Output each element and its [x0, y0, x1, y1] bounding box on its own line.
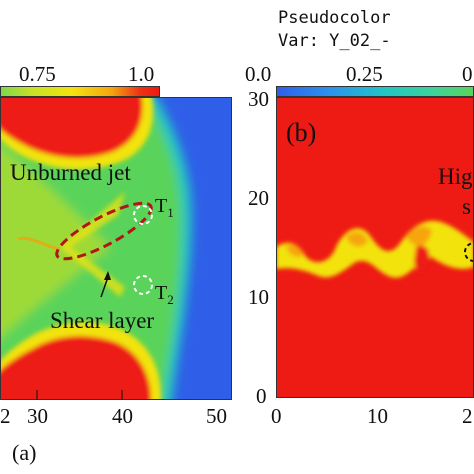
panel-a-xtick-40: 40 [112, 404, 133, 428]
colorbar-right-tick-00: 0.0 [245, 62, 272, 86]
panel-b-xtick-10: 10 [367, 404, 388, 428]
panel-b-ytick-10: 10 [248, 285, 269, 309]
plot-type-label: Pseudocolor [278, 8, 391, 28]
panel-b-ytick-0: 0 [256, 384, 267, 408]
t1-sub: 1 [167, 205, 174, 220]
t2-main: T [155, 282, 168, 304]
t1-label: T1 [155, 195, 174, 221]
colorbar-left-tick-075: 0.75 [19, 62, 56, 86]
panel-b-ytick-30: 30 [248, 87, 269, 111]
panel-b-annotation-line2: s [462, 194, 471, 219]
panel-b-xtick-partial: 2 [462, 404, 473, 428]
panel-b-annotation-line1: Hig [438, 164, 473, 189]
probe-t2-circle [133, 275, 153, 295]
panel-a-contour-plot [0, 97, 232, 400]
colorbar-right [276, 86, 474, 97]
unburned-jet-label: Unburned jet [10, 160, 131, 185]
panel-b-label: (b) [286, 118, 317, 147]
panel-b-contour-plot [276, 97, 474, 398]
unburned-jet-outline [55, 201, 153, 261]
probe-t1-circle [133, 205, 153, 225]
colorbar-left [0, 86, 160, 97]
shear-layer-label: Shear layer [50, 308, 155, 333]
panel-b-ytick-20: 20 [248, 186, 269, 210]
colorbar-left-tick-10: 1.0 [128, 62, 155, 86]
panel-a-xtick-partial: 2 [0, 404, 11, 428]
panel-a-xtick-50: 50 [206, 404, 227, 428]
panel-a-xtick-30: 30 [27, 404, 48, 428]
colorbar-right-tick-partial: 0 [462, 62, 473, 86]
variable-label: Var: Y_02_- [278, 31, 391, 51]
colorbar-right-tick-025: 0.25 [346, 62, 383, 86]
panel-b-xtick-0: 0 [271, 404, 282, 428]
t1-main: T [155, 195, 168, 217]
t2-label: T2 [155, 282, 174, 308]
panel-a-label: (a) [12, 440, 37, 465]
t2-sub: 2 [167, 292, 174, 307]
shear-layer-arrow [100, 276, 109, 298]
